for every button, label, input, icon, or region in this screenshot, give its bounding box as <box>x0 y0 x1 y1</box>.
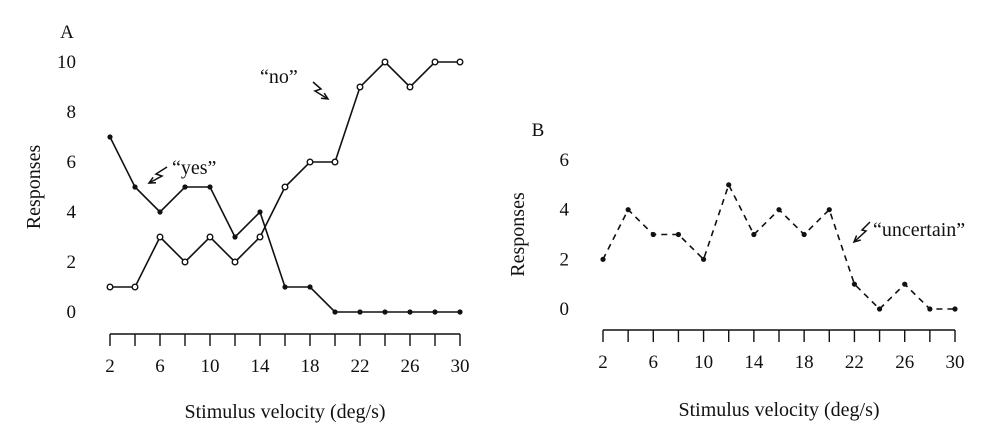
panel-a-point <box>306 158 314 166</box>
panel-a-point <box>157 209 163 215</box>
panel-a-y-tick-label: 0 <box>67 302 77 323</box>
panel-b-x-tick-label: 14 <box>744 352 764 373</box>
panel-b-x-tick-label: 6 <box>649 352 659 373</box>
panel-b-point <box>675 231 682 238</box>
panel-b-point <box>927 306 933 312</box>
panel-a-x-tick-label: 30 <box>451 356 470 377</box>
panel-b-y-axis-label: Responses <box>507 192 529 277</box>
panel-a-x-tick-label: 10 <box>201 356 220 377</box>
panel-a-point <box>382 309 388 315</box>
panel-b-point <box>700 256 707 262</box>
panel-b-point <box>751 231 757 238</box>
panel-b-y-tick-label: 6 <box>560 150 570 171</box>
panel-b-annotation-arrowhead <box>852 235 861 244</box>
panel-b-x-tick-label: 18 <box>795 352 814 373</box>
panel-a-point <box>356 83 364 91</box>
panel-a-point <box>256 233 264 241</box>
panel-a-point <box>406 83 414 91</box>
panel-a-y-axis-label: Responses <box>23 145 45 230</box>
panel-a-label: A <box>60 22 74 43</box>
panel-a-annotation-arrowhead <box>320 92 330 100</box>
panel-b-x-tick-label: 26 <box>895 352 914 373</box>
panel-a-point <box>456 58 464 66</box>
panel-b-point <box>776 207 782 213</box>
panel-b-point <box>952 306 958 312</box>
panel-b-x-tick-label: 30 <box>946 352 965 373</box>
panel-a-y-tick-label: 2 <box>67 252 77 273</box>
panel-a-x-tick-label: 22 <box>351 356 370 377</box>
panel-a-point <box>257 209 263 215</box>
panel-a-x-axis-label: Stimulus velocity (deg/s) <box>184 401 385 423</box>
panel-b-y-tick-label: 2 <box>560 249 570 270</box>
panel-a-point <box>232 234 238 240</box>
panel-b-x-axis-label: Stimulus velocity (deg/s) <box>678 399 879 421</box>
panel-a-point <box>307 284 313 290</box>
panel-a-point <box>231 258 239 266</box>
panel-a-point <box>206 233 214 241</box>
panel-b-y-tick-label: 4 <box>560 200 570 221</box>
panel-a-point <box>107 134 113 140</box>
panel-a-series-line <box>110 60 460 288</box>
panel-a-annotation-arrowhead <box>147 176 157 184</box>
panel-a-annotation-arrow <box>148 166 168 184</box>
panel-a-annotation-arrow <box>312 81 329 100</box>
panel-b-annotation-arrow <box>853 221 871 243</box>
panel-a-point <box>281 183 289 191</box>
panel-b-point <box>600 256 606 262</box>
panel-a-point <box>181 258 189 266</box>
panel-a-y-tick-label: 6 <box>67 152 77 173</box>
panel-b-point <box>726 182 732 188</box>
panel-a-point <box>156 233 164 241</box>
panel-a-point <box>332 309 338 315</box>
panel-a-annotation: “yes” <box>172 157 216 179</box>
panel-a-y-tick-label: 10 <box>57 52 76 73</box>
panel-a-point <box>357 309 363 315</box>
panel-a-point <box>207 184 213 190</box>
panel-a-x-tick-label: 26 <box>401 356 420 377</box>
panel-b-x-tick-label: 22 <box>845 352 864 373</box>
panel-a-point <box>132 184 138 190</box>
panel-a-point <box>432 309 438 315</box>
panel-b-point <box>801 231 807 238</box>
panel-b-point <box>650 231 656 238</box>
panel-a-x-tick-label: 6 <box>155 356 165 377</box>
panel-b-annotation: “uncertain” <box>873 219 965 241</box>
panel-a-point <box>282 284 288 290</box>
panel-b-label: B <box>532 120 545 141</box>
panel-b-series-line <box>602 182 955 311</box>
panel-a-y-tick-label: 4 <box>67 202 77 223</box>
panel-a-y-tick-label: 8 <box>67 102 77 123</box>
panel-a-annotation: “no” <box>260 66 298 88</box>
panel-b-x-tick-label: 2 <box>598 352 608 373</box>
panel-b-point <box>902 281 908 287</box>
panel-a-x-tick-label: 14 <box>251 356 271 377</box>
panel-a-point <box>106 283 114 291</box>
panel-a-point <box>131 283 139 291</box>
panel-b-x-tick-label: 10 <box>694 352 713 373</box>
panel-a-point <box>407 309 413 315</box>
panel-a-point <box>457 309 463 315</box>
panel-b-point <box>851 281 858 287</box>
panel-a-x-tick-label: 18 <box>301 356 320 377</box>
panel-a-point <box>381 58 389 66</box>
panel-b-point <box>876 306 883 312</box>
panel-b-point <box>625 207 631 213</box>
panel-b-point <box>826 207 832 213</box>
panel-a-point <box>182 184 188 190</box>
panel-a-x-tick-label: 2 <box>105 356 115 377</box>
panel-a-point <box>331 158 339 166</box>
panel-a-point <box>431 58 439 66</box>
panel-b-y-tick-label: 0 <box>560 299 570 320</box>
